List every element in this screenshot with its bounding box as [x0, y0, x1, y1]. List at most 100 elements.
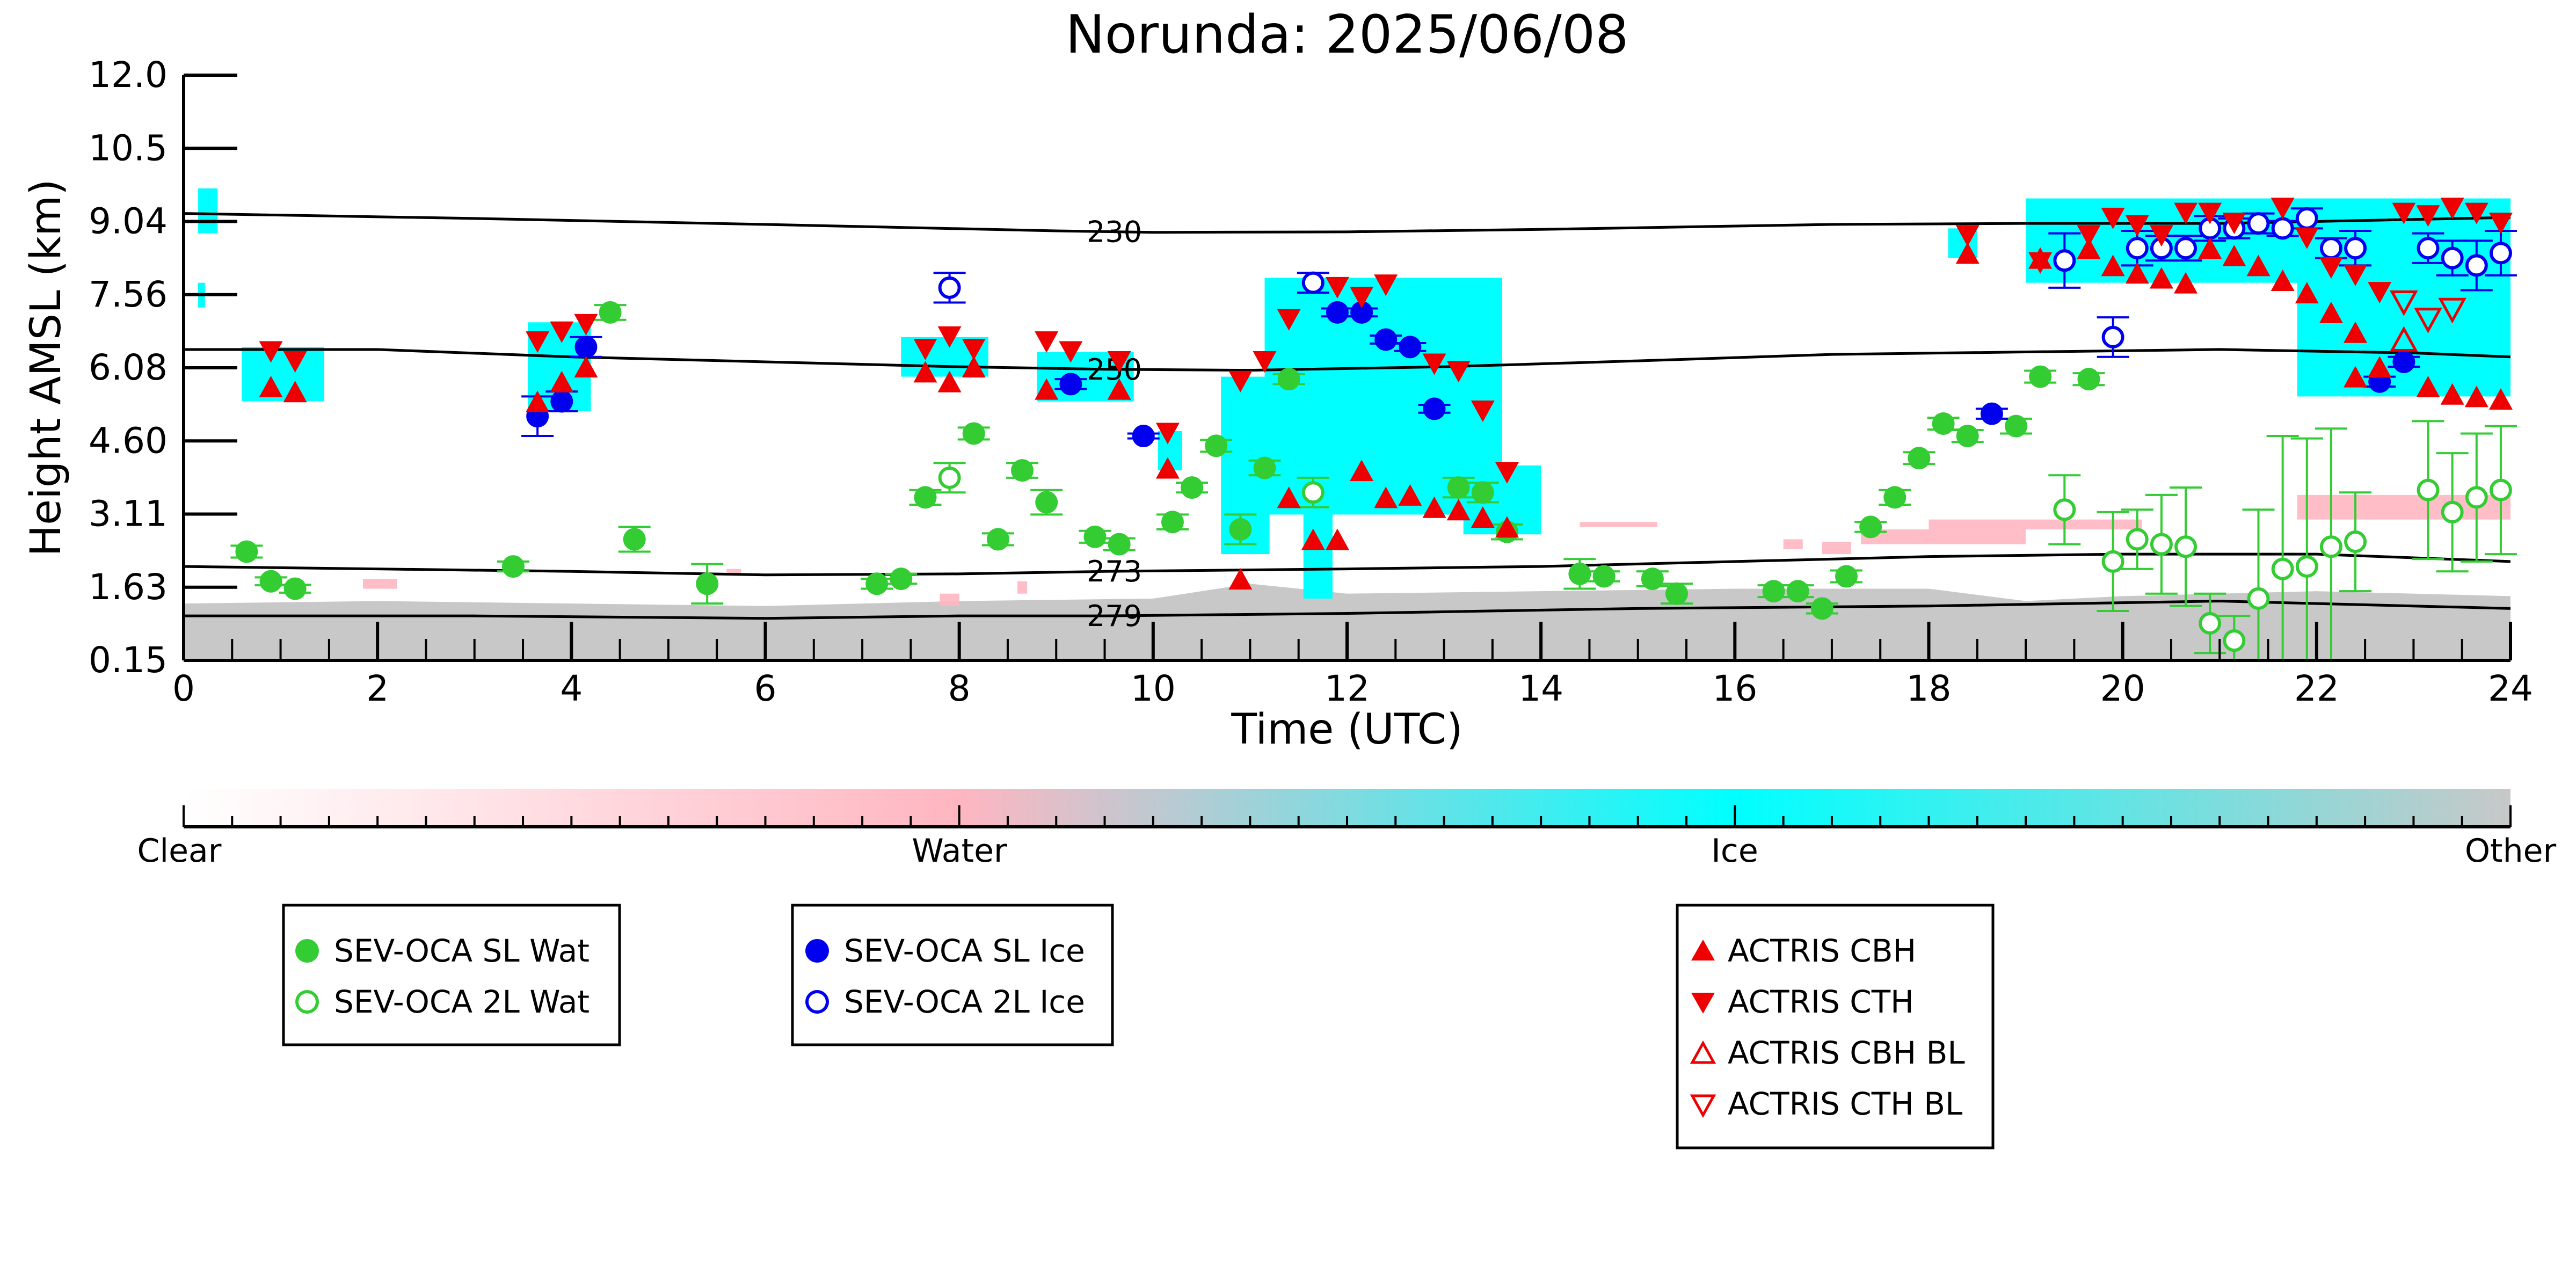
water-cloud-region	[363, 579, 397, 589]
sev-oca-2l-ice-point	[2174, 237, 2197, 260]
legend-label: SEV-OCA SL Wat	[334, 933, 590, 969]
actris-cth-point	[2149, 225, 2173, 247]
sev-oca-2l-wat-point	[2126, 528, 2149, 551]
sev-oca-sl-wat-point	[623, 528, 646, 551]
sev-oca-sl-wat-point	[696, 572, 719, 595]
colorbar-label-other: Other	[2465, 832, 2557, 870]
actris-cbh-point	[1471, 506, 1495, 528]
sev-oca-2l-wat-point	[2174, 535, 2197, 558]
sev-oca-2l-wat-point	[1301, 481, 1325, 504]
actris-cth-point	[913, 338, 937, 360]
water-cloud-region	[1822, 542, 1852, 555]
actris-cth-point	[1374, 274, 1398, 296]
actris-cbh-point	[962, 356, 986, 378]
sev-oca-sl-ice-point	[1399, 336, 1422, 359]
isotherm-label-230: 230	[1087, 215, 1142, 249]
legend-frame	[282, 904, 621, 1046]
y-ticks: 0.15 1.63 3.11 4.60 6.08 7.56 9.04 10.5 12.0	[89, 54, 237, 681]
ice-cloud-region	[198, 188, 218, 234]
sev-oca-sl-wat-point	[283, 577, 307, 600]
sev-oca-sl-wat-point	[1568, 562, 1591, 585]
actris-cth-point	[2125, 215, 2149, 237]
actris-cbh-point	[2246, 254, 2271, 276]
sev-oca-sl-wat-point	[1810, 597, 1833, 620]
x-tick-label: 14	[1518, 668, 1563, 709]
actris-cth-point	[574, 314, 598, 336]
actris-cth-point	[1422, 353, 1446, 375]
legend-marker-cbh-bl	[1690, 1040, 1716, 1064]
y-tick-label: 6.08	[89, 347, 168, 388]
y-tick-label: 7.56	[89, 274, 168, 315]
sev-oca-2l-ice-point	[2441, 246, 2464, 270]
sev-oca-sl-wat-point	[1011, 459, 1034, 482]
sev-oca-sl-ice-point	[550, 390, 573, 413]
legend-box-actris: ACTRIS CBH ACTRIS CTH ACTRIS CBH BL ACTR…	[1676, 904, 1995, 1149]
sev-oca-sl-ice-point	[1132, 425, 1155, 448]
sev-oca-sl-wat-point	[2077, 368, 2100, 391]
sev-oca-sl-wat-point	[1253, 456, 1276, 479]
actris-cbh-point	[283, 381, 307, 403]
x-tick-label: 0	[172, 668, 195, 709]
actris-cbh-point	[2198, 237, 2222, 259]
sev-oca-2l-wat-point	[2150, 533, 2173, 556]
y-tick-label: 1.63	[89, 566, 168, 608]
sev-oca-sl-wat-point	[986, 528, 1009, 551]
actris-cbh-point	[1301, 528, 1325, 550]
sev-oca-sl-wat-point	[2005, 414, 2028, 438]
actris-cbh-point	[2464, 385, 2488, 407]
actris-cth-point	[2028, 252, 2053, 274]
legend-label: ACTRIS CBH	[1728, 933, 1916, 969]
legend-label: SEV-OCA SL Ice	[844, 933, 1085, 969]
actris-cth-point	[2488, 213, 2513, 235]
sev-oca-sl-ice-point	[2392, 350, 2415, 373]
x-tick-label: 20	[2100, 668, 2145, 709]
actris-cbh-point	[2344, 321, 2368, 343]
actris-cbh-point	[1446, 499, 1471, 521]
sev-oca-sl-wat-point	[962, 422, 985, 445]
actris-cbh-point	[1422, 496, 1446, 518]
water-cloud-region	[1017, 581, 1028, 594]
sev-oca-sl-wat-point	[1932, 412, 1955, 435]
actris-cbh-point	[2368, 356, 2392, 378]
actris-cbh-point	[1107, 378, 1131, 400]
actris-cbh-point	[2488, 388, 2513, 410]
sev-oca-2l-ice-point	[1301, 271, 1325, 294]
actris-cth-point	[1155, 423, 1180, 445]
actris-cbh-point	[937, 370, 962, 392]
actris-cth-bl-point	[2414, 308, 2442, 333]
sev-oca-sl-wat-point	[1786, 580, 1809, 603]
actris-cth-point	[1495, 462, 1519, 484]
sev-oca-2l-wat-point	[2199, 612, 2222, 635]
actris-cbh-point	[550, 370, 574, 392]
isotherm-label-273: 273	[1087, 555, 1142, 588]
sev-oca-sl-wat-point	[1908, 447, 1931, 470]
sev-oca-sl-wat-point	[1835, 565, 1858, 588]
water-cloud-region	[1861, 529, 2026, 544]
actris-cbh-point	[526, 390, 550, 412]
sev-oca-2l-wat-point	[2271, 557, 2294, 580]
data-markers	[230, 198, 2517, 661]
water-cloud-region	[726, 569, 741, 574]
actris-cbh-point	[2295, 282, 2319, 304]
legend-label: ACTRIS CBH BL	[1728, 1035, 1965, 1071]
water-cloud-region	[1580, 522, 1657, 527]
legend-label: ACTRIS CTH BL	[1728, 1086, 1962, 1122]
actris-cbh-point	[574, 356, 598, 378]
sev-oca-2l-wat-point	[2417, 478, 2440, 501]
x-tick-label: 24	[2488, 668, 2533, 709]
actris-cbh-point	[2077, 237, 2101, 259]
actris-cth-point	[2464, 202, 2488, 224]
sev-oca-2l-ice-point	[2247, 212, 2270, 235]
ice-cloud-region	[1303, 510, 1333, 599]
y-tick-label: 0.15	[89, 639, 168, 681]
actris-cbh-point	[2101, 254, 2125, 276]
sev-oca-sl-wat-point	[1447, 476, 1470, 499]
legend-label: SEV-OCA 2L Ice	[844, 984, 1085, 1020]
isotherm-250	[184, 348, 2510, 372]
actris-cbh-bl-point	[2390, 326, 2418, 352]
actris-cth-point	[2319, 257, 2343, 279]
sev-oca-2l-wat-point	[2319, 535, 2342, 558]
actris-cth-point	[2174, 202, 2198, 224]
ice-cloud-region	[1264, 278, 1502, 515]
actris-cbh-point	[2222, 245, 2246, 267]
